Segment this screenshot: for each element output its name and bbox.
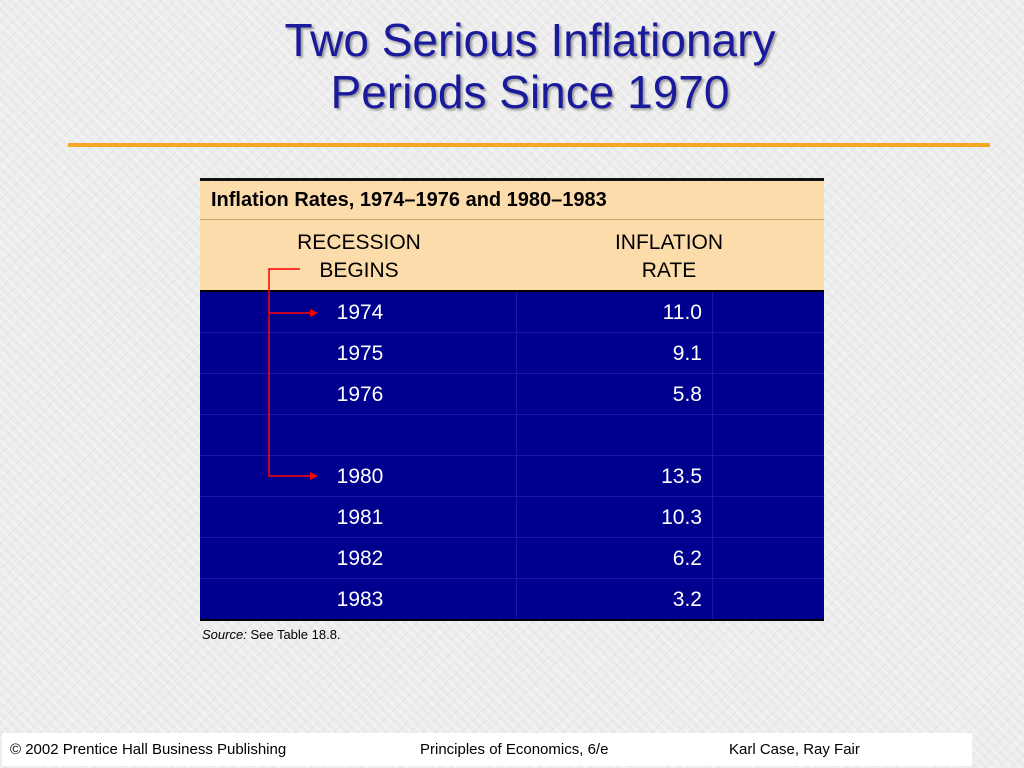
- year-cell: 1975: [336, 342, 384, 365]
- table-row: 1980 13.5: [200, 456, 824, 497]
- slide-title: Two Serious Inflationary Periods Since 1…: [0, 14, 1024, 118]
- inflation-table: Inflation Rates, 1974–1976 and 1980–1983…: [200, 178, 824, 621]
- slide-footer: © 2002 Prentice Hall Business Publishing…: [2, 733, 972, 766]
- table-row: 1975 9.1: [200, 333, 824, 374]
- source-text: See Table 18.8.: [250, 627, 341, 642]
- column-header-recession: RECESSION BEGINS: [260, 229, 458, 285]
- table-row: 1981 10.3: [200, 497, 824, 538]
- year-cell: 1982: [336, 547, 384, 570]
- slide-title-line-1: Two Serious Inflationary: [284, 14, 776, 66]
- year-cell: 1974: [336, 301, 384, 324]
- column-header-inflation-line-2: RATE: [641, 259, 697, 282]
- column-header-inflation-line-1: INFLATION: [614, 231, 724, 254]
- table-row: 1974 11.0: [200, 292, 824, 333]
- rate-cell: 11.0: [662, 301, 702, 324]
- footer-authors: Karl Case, Ray Fair: [729, 741, 860, 758]
- footer-book-title: Principles of Economics, 6/e: [420, 741, 609, 758]
- table-caption: Inflation Rates, 1974–1976 and 1980–1983: [200, 178, 824, 220]
- table-body: 1974 11.0 1975 9.1 1976 5.8 1980 13.5 19…: [200, 292, 824, 621]
- table-row: 1982 6.2: [200, 538, 824, 579]
- title-divider: [68, 143, 990, 147]
- rate-cell: 13.5: [661, 465, 702, 488]
- rate-cell: 6.2: [672, 547, 702, 570]
- column-header-recession-line-2: BEGINS: [319, 259, 399, 282]
- year-cell: 1983: [336, 588, 384, 611]
- table-row: 1983 3.2: [200, 579, 824, 620]
- year-cell: 1976: [336, 383, 384, 406]
- source-note: Source: See Table 18.8.: [202, 627, 341, 642]
- table-row: [200, 415, 824, 456]
- year-cell: 1981: [336, 506, 384, 529]
- slide-title-line-2: Periods Since 1970: [330, 66, 730, 118]
- column-header-recession-line-1: RECESSION: [297, 231, 421, 254]
- year-cell: 1980: [336, 465, 384, 488]
- rate-cell: 5.8: [672, 383, 702, 406]
- table-row: 1976 5.8: [200, 374, 824, 415]
- source-label: Source:: [202, 627, 247, 642]
- table-header: RECESSION BEGINS INFLATION RATE: [200, 220, 824, 292]
- footer-copyright: © 2002 Prentice Hall Business Publishing: [10, 741, 287, 758]
- column-header-inflation: INFLATION RATE: [572, 229, 766, 285]
- rate-cell: 9.1: [672, 342, 702, 365]
- rate-cell: 10.3: [661, 506, 702, 529]
- rate-cell: 3.2: [672, 588, 702, 611]
